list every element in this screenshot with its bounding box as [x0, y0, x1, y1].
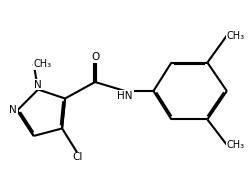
Text: CH₃: CH₃ [34, 59, 52, 69]
Text: HN: HN [117, 91, 132, 101]
Text: CH₃: CH₃ [226, 31, 244, 41]
Text: N: N [34, 80, 42, 90]
Text: CH₃: CH₃ [226, 140, 244, 150]
Text: O: O [90, 52, 99, 62]
Text: N: N [9, 105, 17, 115]
Text: Cl: Cl [72, 152, 82, 162]
